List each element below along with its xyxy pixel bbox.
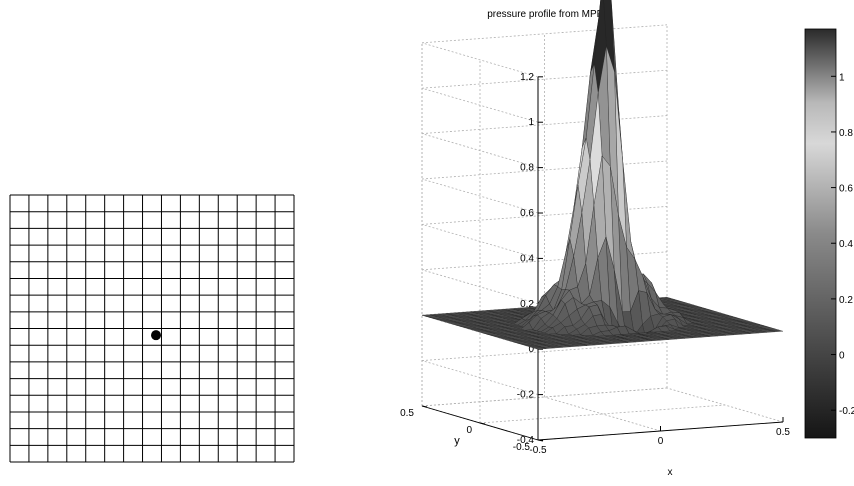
z-tick-label: -0.4 bbox=[517, 435, 535, 446]
axis-grid-line bbox=[421, 387, 668, 407]
surface-chart-panel: pressure profile from MPF 1.2 1 0.8 0.6 0.4 0… bbox=[300, 0, 854, 481]
z-tick-label: 0.6 bbox=[520, 208, 534, 219]
surface-patch bbox=[534, 347, 547, 350]
axis-grid-line bbox=[421, 42, 539, 78]
z-tick-label: -0.2 bbox=[517, 390, 535, 401]
x-tick-label: 0 bbox=[658, 436, 664, 447]
axis-grid-line bbox=[421, 24, 668, 44]
axis-grid-line bbox=[421, 115, 668, 135]
grid-marker-dot bbox=[151, 330, 161, 341]
colorbar-tick-label: 0.6 bbox=[839, 184, 853, 195]
colorbar-tick-label: 0 bbox=[839, 351, 845, 362]
z-tick-label: 0.2 bbox=[520, 299, 534, 310]
colorbar-tick-label: 0.2 bbox=[839, 295, 853, 306]
axis-grid-line bbox=[421, 178, 539, 214]
y-axis-label: y bbox=[454, 435, 460, 447]
surface-mesh bbox=[421, 0, 784, 350]
axis-grid-line bbox=[421, 342, 668, 362]
y-tick-label: 0 bbox=[466, 425, 472, 436]
grid-diagram bbox=[9, 194, 295, 463]
y-tick-mark bbox=[479, 422, 486, 425]
axis-grid-line bbox=[479, 404, 726, 424]
colorbar-tick-label: 0.8 bbox=[839, 128, 853, 139]
y-tick-label: 0.5 bbox=[400, 408, 414, 419]
colorbar bbox=[804, 28, 837, 439]
colorbar-ticks: 1 0.8 0.6 0.4 0.2 0 -0.2 bbox=[831, 72, 854, 417]
surface-chart: pressure profile from MPF 1.2 1 0.8 0.6 0.4 0… bbox=[400, 0, 854, 478]
x-tick-label: -0.5 bbox=[529, 445, 547, 456]
axis-grid-line bbox=[421, 160, 668, 180]
colorbar-tick-label: 0.4 bbox=[839, 239, 853, 250]
axes-box-front bbox=[421, 405, 784, 441]
x-axis-ticks: -0.5 0 0.5 bbox=[529, 417, 790, 456]
y-tick-label: -0.5 bbox=[513, 442, 531, 453]
z-tick-label: 0.8 bbox=[520, 163, 534, 174]
colorbar-tick-label: 1 bbox=[839, 72, 845, 83]
colorbar-tick-label: -0.2 bbox=[839, 406, 854, 417]
x-axis-label: x bbox=[668, 467, 673, 478]
z-tick-label: 1.2 bbox=[520, 72, 534, 83]
z-tick-label: 0.4 bbox=[520, 253, 534, 264]
z-tick-label: 1 bbox=[528, 117, 534, 128]
chart-title: pressure profile from MPF bbox=[487, 9, 603, 20]
axis-grid-line bbox=[421, 69, 668, 89]
z-tick-label: 0 bbox=[528, 344, 534, 355]
y-tick-mark bbox=[537, 439, 544, 442]
z-axis-ticks: 1.2 1 0.8 0.6 0.4 0.2 0 -0.2 -0.4 bbox=[517, 72, 543, 446]
axis-grid-line bbox=[544, 396, 661, 432]
y-tick-mark bbox=[421, 405, 428, 408]
y-axis-ticks: 0.5 0 -0.5 bbox=[400, 405, 544, 453]
x-tick-label: 0.5 bbox=[776, 427, 790, 438]
grid-panel bbox=[0, 0, 300, 481]
grid-lines bbox=[9, 194, 295, 463]
